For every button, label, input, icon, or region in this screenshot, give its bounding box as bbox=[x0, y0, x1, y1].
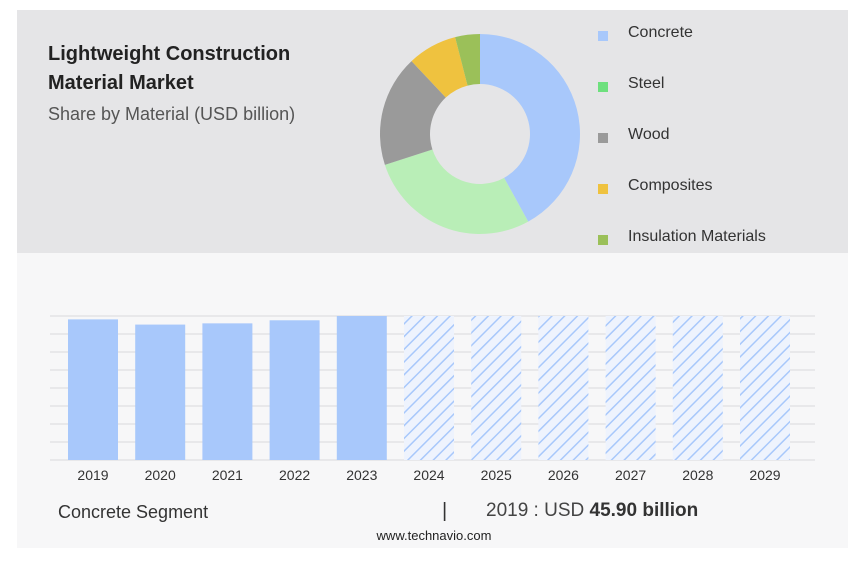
segment-value-prefix: 2019 : USD bbox=[486, 500, 585, 521]
x-tick-2023: 2023 bbox=[346, 467, 377, 483]
donut-chart bbox=[380, 34, 580, 234]
segment-value-amount: 45.90 billion bbox=[589, 500, 699, 521]
donut-slice-wood bbox=[380, 61, 446, 165]
chart-subtitle: Share by Material (USD billion) bbox=[48, 104, 296, 124]
legend-item-composites: Composites bbox=[596, 177, 836, 199]
forecast-bar-2025 bbox=[471, 316, 522, 460]
legend-swatch-wood bbox=[598, 133, 608, 143]
x-tick-2028: 2028 bbox=[682, 467, 713, 483]
donut-slice-concrete bbox=[480, 34, 580, 222]
x-tick-2021: 2021 bbox=[212, 467, 243, 483]
legend-item-steel: Steel bbox=[596, 75, 836, 97]
legend-label-concrete: Concrete bbox=[628, 24, 693, 41]
donut-slice-steel bbox=[384, 149, 529, 234]
x-tick-2024: 2024 bbox=[413, 467, 444, 483]
segment-value: 2019 : USD 45.90 billion bbox=[486, 500, 698, 522]
x-tick-2019: 2019 bbox=[77, 467, 108, 483]
x-tick-2022: 2022 bbox=[279, 467, 310, 483]
chart-title: Lightweight Construction Material Market bbox=[48, 43, 291, 94]
legend-swatch-steel bbox=[598, 82, 608, 92]
footer-separator: | bbox=[442, 500, 448, 522]
legend-swatch-composites bbox=[598, 184, 608, 194]
x-tick-2027: 2027 bbox=[615, 467, 646, 483]
donut-slice-insulation-materials bbox=[455, 34, 480, 86]
legend-label-composites: Composites bbox=[628, 177, 713, 194]
x-tick-2025: 2025 bbox=[481, 467, 512, 483]
bar-2021 bbox=[202, 323, 253, 460]
forecast-bar-2028 bbox=[672, 316, 723, 460]
legend-item-insulation-materials: Insulation Materials bbox=[596, 228, 836, 250]
forecast-bar-2027 bbox=[605, 316, 656, 460]
x-tick-2029: 2029 bbox=[749, 467, 780, 483]
segment-label: Concrete Segment bbox=[58, 502, 209, 522]
x-tick-2026: 2026 bbox=[548, 467, 579, 483]
legend-label-insulation-materials: Insulation Materials bbox=[628, 228, 766, 245]
donut-slice-composites bbox=[411, 37, 468, 98]
forecast-bar-2026 bbox=[538, 316, 589, 460]
legend-item-concrete: Concrete bbox=[596, 24, 836, 46]
x-tick-2020: 2020 bbox=[145, 467, 176, 483]
legend-label-wood: Wood bbox=[628, 126, 670, 143]
legend-item-wood: Wood bbox=[596, 126, 836, 148]
bar-2022 bbox=[269, 320, 320, 460]
source-url: www.technavio.com bbox=[376, 528, 492, 543]
bar-2019 bbox=[68, 319, 118, 460]
bar-chart: 2019 2020 2021 2022 2023 2024 2025 2026 2027 2028… bbox=[50, 315, 815, 483]
forecast-bar-2029 bbox=[740, 316, 790, 460]
legend-swatch-insulation-materials bbox=[598, 235, 608, 245]
legend-label-steel: Steel bbox=[628, 75, 665, 92]
bar-2023 bbox=[336, 316, 387, 460]
legend-swatch-concrete bbox=[598, 31, 608, 41]
bar-2020 bbox=[135, 324, 186, 460]
forecast-bar-2024 bbox=[404, 316, 454, 460]
